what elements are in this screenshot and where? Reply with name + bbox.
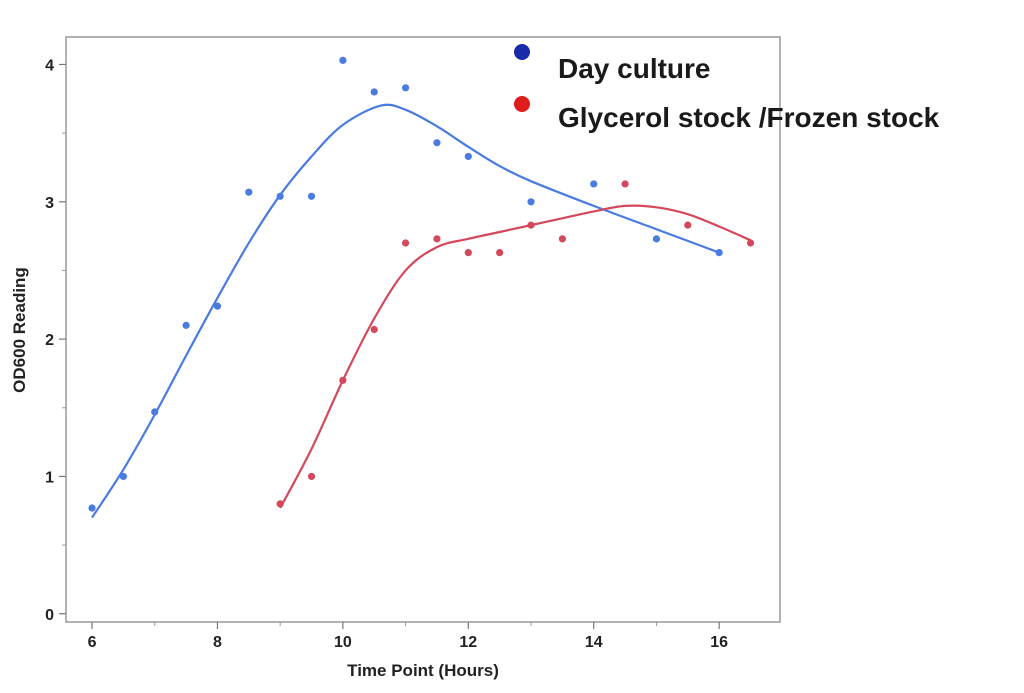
y-tick-label: 1	[45, 469, 54, 486]
x-tick-label: 10	[334, 634, 352, 651]
legend-marker-day-culture	[514, 44, 530, 60]
legend-label-glycerol-stock: Glycerol stock /Frozen stock	[558, 102, 940, 133]
data-point-series-1	[464, 248, 472, 257]
data-points	[88, 56, 755, 512]
fit-line-series-1	[279, 204, 751, 509]
x-tick-label: 14	[585, 634, 603, 651]
x-tick-label: 8	[213, 634, 222, 651]
fit-lines	[91, 103, 751, 519]
x-tick-label: 12	[459, 634, 477, 651]
data-point-series-0	[88, 504, 96, 512]
x-tick-label: 6	[88, 634, 97, 651]
data-point-series-0	[151, 408, 159, 416]
data-point-series-0	[182, 321, 190, 329]
data-point-series-0	[339, 56, 347, 64]
data-point-series-1	[339, 376, 347, 384]
data-point-series-1	[496, 248, 504, 257]
data-point-series-1	[433, 235, 441, 243]
data-point-series-0	[307, 192, 316, 200]
x-axis-label: Time Point (Hours)	[347, 661, 499, 680]
data-point-series-1	[401, 239, 410, 247]
data-point-series-0	[433, 139, 441, 147]
data-point-series-1	[746, 239, 755, 247]
legend-label-day-culture: Day culture	[558, 53, 711, 84]
legend-marker-glycerol-stock	[514, 96, 530, 112]
data-point-series-1	[307, 472, 316, 481]
data-point-series-0	[715, 248, 723, 257]
data-point-series-1	[527, 221, 535, 229]
fit-line-series-0	[91, 103, 720, 519]
data-point-series-0	[652, 235, 661, 243]
x-tick-label: 16	[710, 634, 728, 651]
legend: Day culture Glycerol stock /Frozen stock	[514, 44, 940, 133]
data-point-series-1	[558, 235, 566, 243]
data-point-series-0	[590, 180, 598, 188]
data-point-series-0	[119, 472, 127, 481]
data-point-series-0	[213, 302, 222, 310]
y-tick-label: 3	[45, 195, 54, 212]
data-point-series-0	[370, 88, 378, 96]
y-tick-label: 4	[45, 57, 54, 74]
data-point-series-1	[370, 325, 378, 334]
data-point-series-0	[464, 152, 472, 161]
data-point-series-0	[401, 84, 410, 92]
data-point-series-1	[621, 180, 629, 188]
data-point-series-0	[527, 198, 535, 206]
plot-frame	[65, 36, 781, 623]
data-point-series-1	[276, 500, 284, 508]
data-point-series-0	[245, 188, 253, 196]
y-tick-label: 0	[45, 607, 54, 624]
data-point-series-1	[684, 221, 692, 229]
y-tick-label: 2	[45, 332, 54, 349]
y-axis-label: OD600 Reading	[10, 267, 29, 393]
data-point-series-0	[276, 192, 284, 200]
